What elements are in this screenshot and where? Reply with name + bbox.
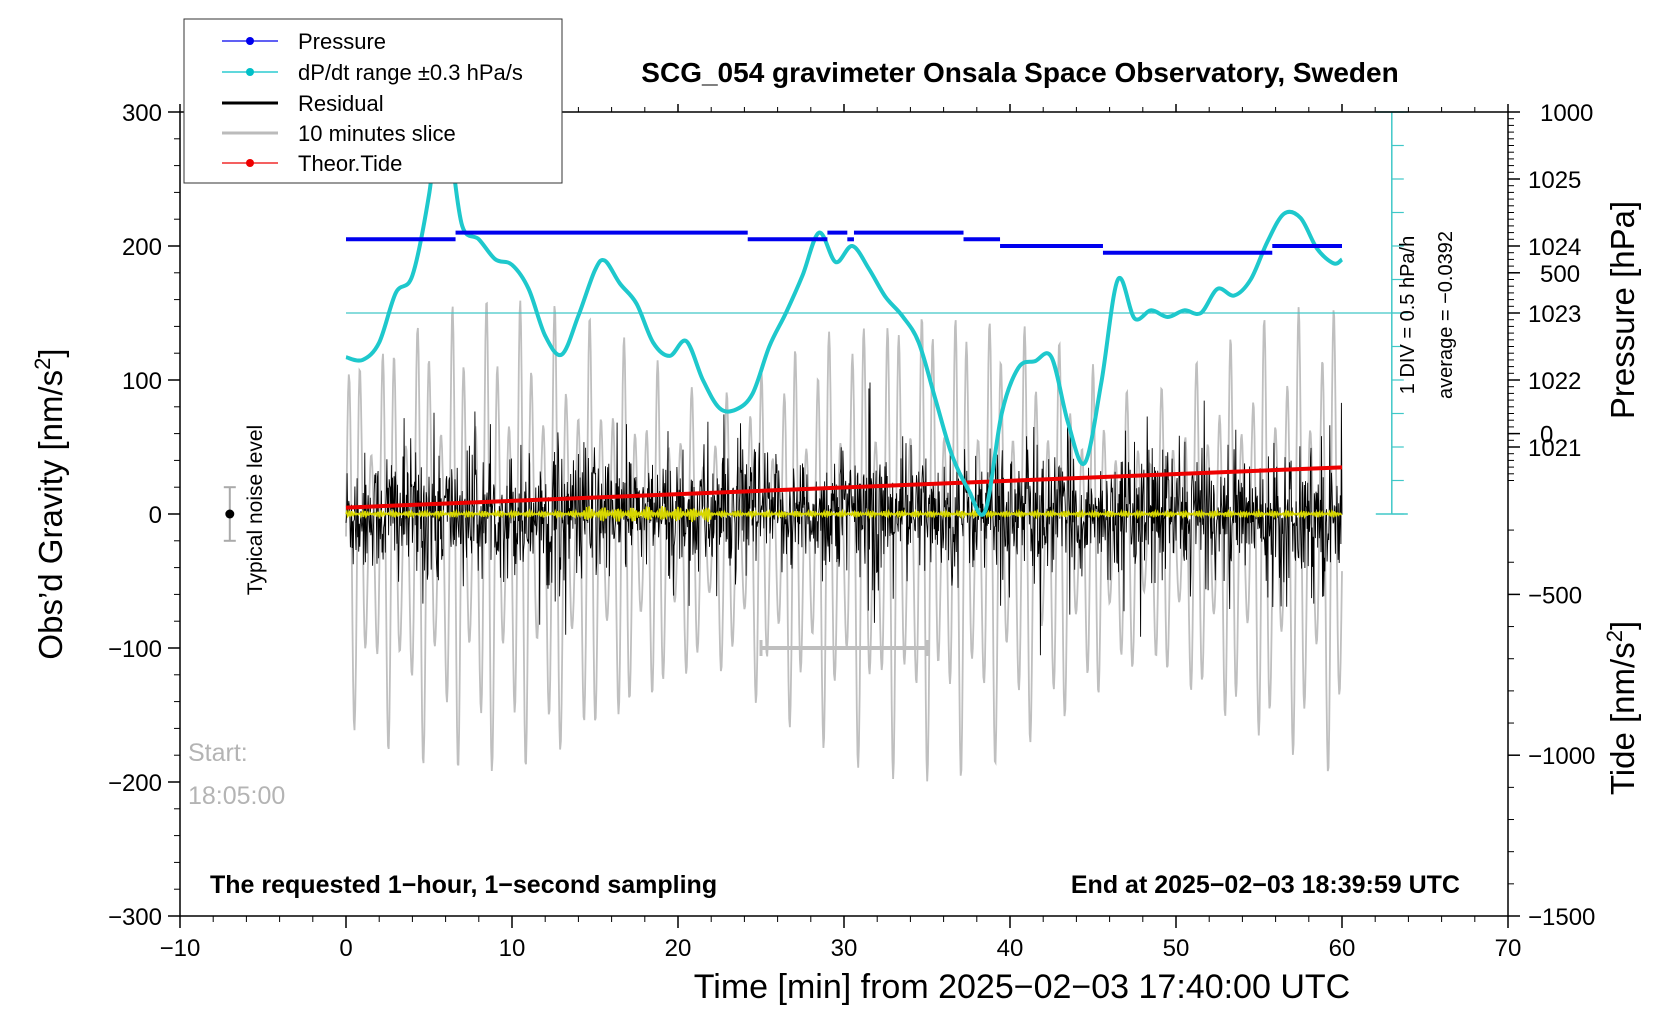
y-tick-label-pressure: 1022 — [1528, 368, 1581, 395]
y-tick-label-pressure: 1023 — [1528, 301, 1581, 328]
y-tick-label-gravity: 300 — [122, 100, 162, 127]
residual-line — [345, 382, 1343, 656]
y-tick-label-pressure: 1021 — [1528, 435, 1581, 462]
y-tick-label-gravity: 200 — [122, 234, 162, 261]
dpdt-average-label: average = −0.0392 — [1435, 231, 1457, 399]
filtered-line — [345, 506, 1343, 523]
plot-area — [223, 102, 1409, 782]
y-tick-label-tide: −1000 — [1528, 743, 1595, 770]
x-tick-label: 70 — [1495, 935, 1522, 962]
y-tick-label-pressure: 1025 — [1528, 167, 1581, 194]
x-axis-label: Time [min] from 2025−02−03 17:40:00 UTC — [694, 968, 1350, 1006]
y-tick-label-gravity: −100 — [108, 636, 162, 663]
dpdt-curve — [345, 102, 1344, 517]
start-time-label: 18:05:00 — [188, 782, 285, 810]
y-axis-label-tide: Tide [nm/s2] — [1602, 621, 1641, 795]
legend-label-theor-tide: Theor.Tide — [298, 151, 402, 176]
x-tick-label: −10 — [160, 935, 201, 962]
legend-label-dpdt: dP/dt range ±0.3 hPa/s — [298, 60, 523, 85]
x-tick-label: 20 — [665, 935, 692, 962]
x-tick-label: 60 — [1329, 935, 1356, 962]
y-tick-label-tide: −500 — [1528, 582, 1582, 609]
y-tick-label-tide: 500 — [1540, 261, 1580, 288]
y-axis-label-gravity: Obs’d Gravity [nm/s2] — [30, 348, 69, 659]
chart-title: SCG_054 gravimeter Onsala Space Observat… — [641, 57, 1398, 88]
footer-end-label: End at 2025−02−03 18:39:59 UTC — [1071, 871, 1460, 899]
x-tick-label: 50 — [1163, 935, 1190, 962]
axes: −10 0 10 20 30 40 50 60 703002001000−100−200−300… — [108, 100, 1595, 962]
y-tick-label-tide: 0 — [1540, 422, 1553, 449]
legend: Pressure dP/dt range ±0.3 hPa/s Residual… — [183, 18, 563, 184]
legend-swatch-dot — [246, 68, 254, 76]
y-tick-label-gravity: 100 — [122, 368, 162, 395]
y-tick-label-gravity: −200 — [108, 770, 162, 797]
footer-sampling-label: The requested 1−hour, 1−second sampling — [210, 871, 717, 899]
noise-level-label: Typical noise level — [244, 425, 267, 595]
y-tick-label-tide: −1500 — [1528, 904, 1595, 931]
x-tick-label: 0 — [339, 935, 352, 962]
legend-box — [183, 18, 563, 184]
theor-tide-line — [345, 465, 1343, 510]
start-label: Start: — [188, 739, 248, 767]
legend-swatch-dot — [246, 37, 254, 45]
legend-label-pressure: Pressure — [298, 29, 386, 54]
legend-label-slice: 10 minutes slice — [298, 121, 456, 146]
dpdt-scale-label: 1 DIV = 0.5 hPa/h — [1397, 236, 1419, 394]
y-tick-label-pressure: 1024 — [1528, 234, 1581, 261]
legend-swatch-dot — [246, 159, 254, 167]
y-tick-label-tide: 1000 — [1540, 100, 1593, 127]
y-tick-label-gravity: −300 — [108, 904, 162, 931]
x-tick-label: 40 — [997, 935, 1024, 962]
x-tick-label: 10 — [499, 935, 526, 962]
y-tick-label-gravity: 0 — [149, 502, 162, 529]
x-tick-label: 30 — [831, 935, 858, 962]
noise-level-dot — [225, 509, 235, 519]
y-axis-label-pressure: Pressure [hPa] — [1604, 201, 1641, 419]
legend-label-residual: Residual — [298, 91, 384, 116]
